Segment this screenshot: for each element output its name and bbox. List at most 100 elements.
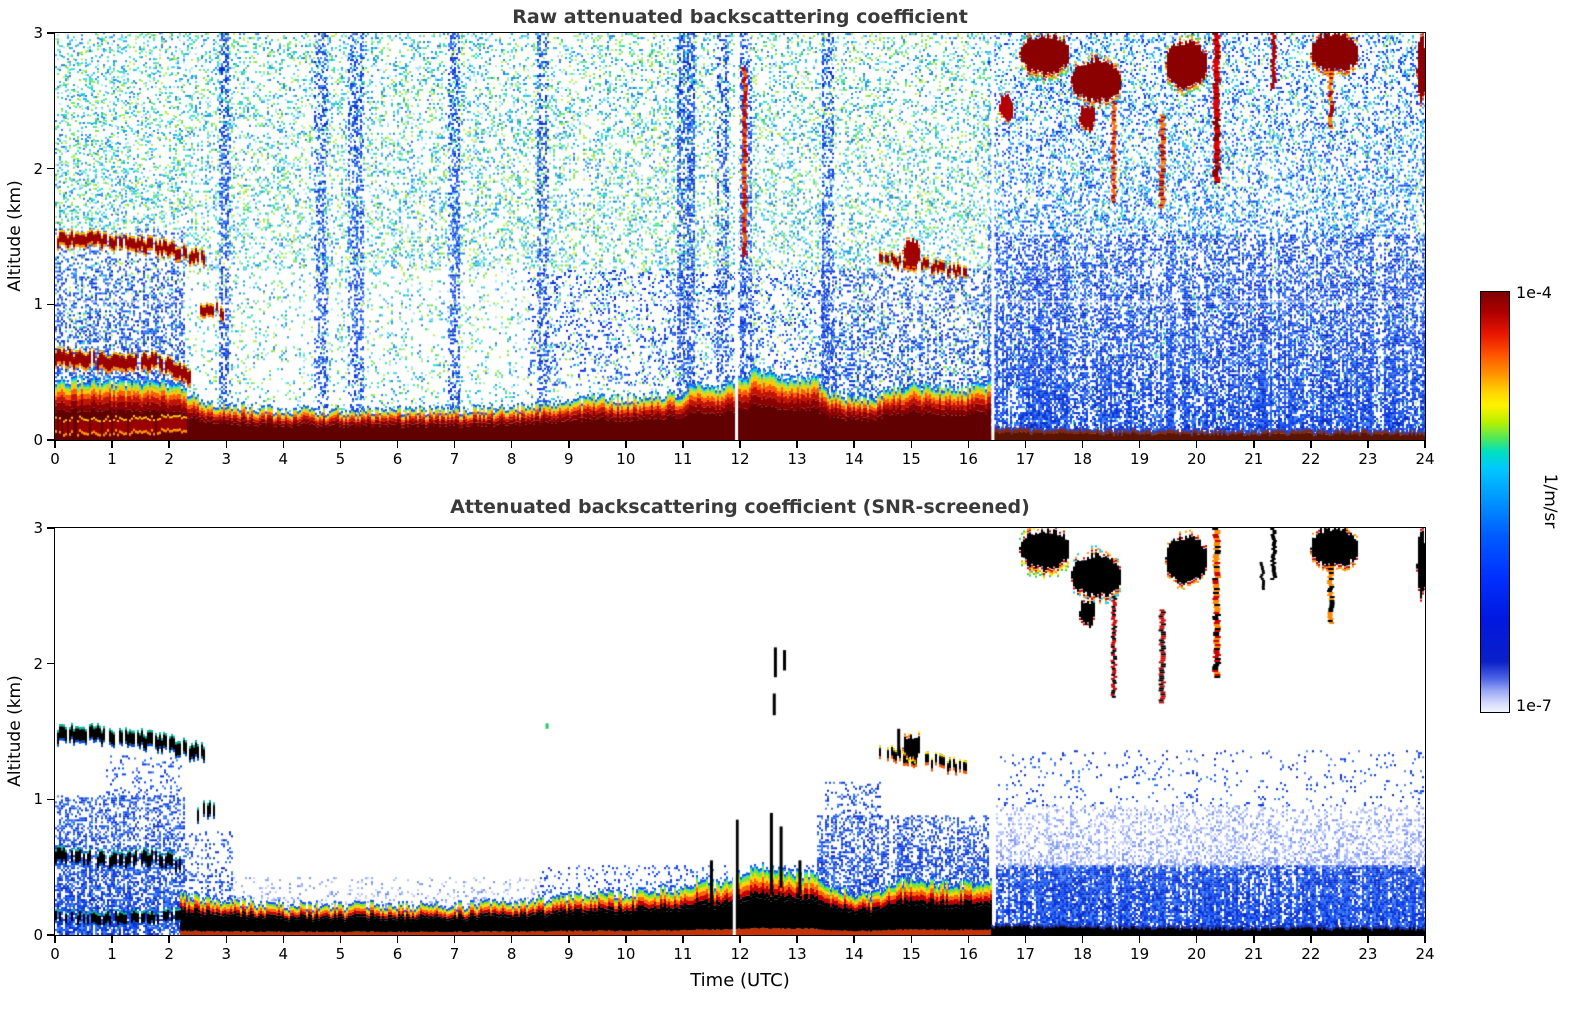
- x-tick: [910, 441, 912, 448]
- x-tick-label: 11: [673, 450, 693, 468]
- y-tick: [47, 798, 54, 801]
- y-tick-label: 2: [33, 654, 43, 673]
- y-tick-label: 2: [33, 159, 43, 178]
- x-tick: [625, 936, 627, 943]
- y-tick: [47, 439, 54, 441]
- x-tick: [339, 441, 342, 448]
- x-tick: [1081, 441, 1084, 448]
- x-tick: [1367, 936, 1369, 943]
- x-tick-label: 9: [563, 945, 574, 963]
- x-tick-label: 17: [1015, 945, 1035, 963]
- panel-title-screened: Attenuated backscattering coefficient (S…: [450, 496, 1030, 518]
- x-tick: [54, 441, 56, 448]
- x-tick: [510, 441, 513, 448]
- x-tick-label: 13: [787, 945, 807, 963]
- x-axis-label: Time (UTC): [690, 970, 790, 991]
- x-tick-label: 8: [506, 945, 517, 963]
- x-tick: [339, 936, 342, 943]
- x-tick: [568, 441, 570, 448]
- x-tick-label: 13: [787, 450, 807, 468]
- x-tick-label: 18: [1072, 450, 1093, 468]
- y-tick-label: 0: [33, 431, 43, 449]
- x-tick: [453, 441, 456, 448]
- x-tick: [796, 441, 798, 448]
- colorbar-max-label: 1e-4: [1516, 283, 1552, 302]
- x-tick-label: 6: [392, 450, 403, 468]
- x-tick: [739, 441, 741, 448]
- x-tick: [1195, 441, 1198, 448]
- plot-box-1: [54, 527, 1426, 936]
- x-tick-label: 15: [901, 450, 921, 468]
- x-tick: [1310, 441, 1312, 448]
- x-tick: [1253, 936, 1255, 943]
- x-tick: [1195, 936, 1198, 943]
- x-tick: [1367, 441, 1369, 448]
- x-tick: [568, 936, 570, 943]
- x-tick: [396, 441, 399, 448]
- x-tick: [111, 936, 113, 943]
- heatmap-canvas-1: [55, 528, 1425, 935]
- x-tick-label: 15: [901, 945, 921, 963]
- y-tick-label: 0: [33, 926, 43, 944]
- x-tick-label: 18: [1072, 945, 1093, 963]
- x-tick-label: 19: [1130, 945, 1150, 963]
- x-tick-label: 1: [107, 450, 117, 468]
- x-tick: [1024, 936, 1027, 943]
- x-tick-label: 21: [1244, 450, 1264, 468]
- x-tick: [168, 936, 170, 943]
- x-tick-label: 4: [278, 945, 289, 963]
- x-tick-label: 5: [335, 450, 346, 468]
- x-tick-label: 20: [1187, 450, 1207, 468]
- x-tick: [1424, 936, 1426, 943]
- x-tick-label: 5: [335, 945, 346, 963]
- panel-title-raw: Raw attenuated backscattering coefficien…: [512, 6, 968, 28]
- y-tick: [47, 167, 54, 170]
- colorbar-min-label: 1e-7: [1516, 696, 1552, 715]
- x-tick: [225, 936, 227, 943]
- x-tick: [111, 441, 113, 448]
- x-tick-label: 14: [844, 450, 864, 468]
- x-tick-label: 23: [1358, 450, 1378, 468]
- x-tick: [282, 936, 285, 943]
- x-tick-label: 21: [1244, 945, 1264, 963]
- x-tick: [1253, 441, 1255, 448]
- x-tick: [168, 441, 170, 448]
- x-tick: [1024, 441, 1027, 448]
- x-tick: [625, 441, 627, 448]
- x-tick-label: 7: [449, 945, 460, 963]
- x-tick-label: 14: [844, 945, 864, 963]
- y-axis-label-1: Altitude (km): [5, 675, 25, 787]
- x-tick: [853, 936, 855, 943]
- x-tick-label: 24: [1415, 945, 1435, 963]
- y-tick-label: 1: [33, 295, 43, 314]
- x-tick: [682, 936, 684, 943]
- y-tick: [47, 32, 54, 34]
- x-tick: [1424, 441, 1426, 448]
- x-tick-label: 12: [730, 450, 750, 468]
- x-tick: [1138, 441, 1141, 448]
- x-tick-label: 2: [164, 945, 174, 963]
- x-tick-label: 19: [1130, 450, 1150, 468]
- x-tick-label: 12: [730, 945, 750, 963]
- x-tick: [54, 936, 56, 943]
- x-tick-label: 8: [506, 450, 517, 468]
- x-tick-label: 22: [1301, 945, 1321, 963]
- x-tick-label: 6: [392, 945, 403, 963]
- y-tick: [47, 934, 54, 936]
- x-tick: [282, 441, 285, 448]
- plot-box-0: [54, 32, 1426, 441]
- x-tick: [510, 936, 513, 943]
- x-tick: [796, 936, 798, 943]
- x-tick: [682, 441, 684, 448]
- x-tick-label: 16: [958, 945, 978, 963]
- y-tick-label: 3: [33, 24, 43, 42]
- colorbar: [1480, 291, 1510, 713]
- x-tick-label: 4: [278, 450, 289, 468]
- x-tick-label: 10: [616, 450, 636, 468]
- x-tick-label: 3: [221, 945, 232, 963]
- x-tick: [967, 441, 970, 448]
- x-tick: [1310, 936, 1312, 943]
- y-tick-label: 3: [33, 519, 43, 537]
- x-tick: [853, 441, 855, 448]
- x-tick-label: 9: [563, 450, 574, 468]
